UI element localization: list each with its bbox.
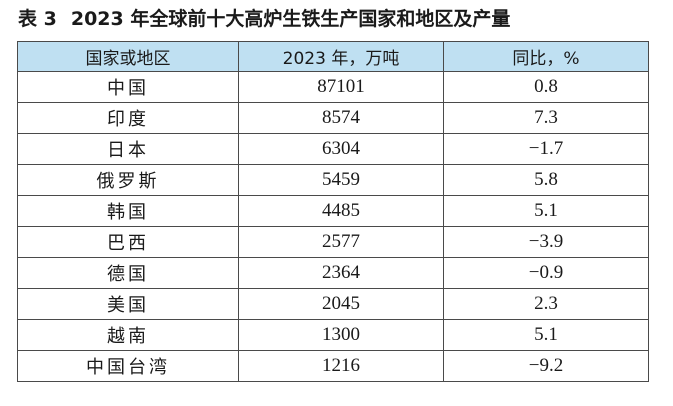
table-title: 2023 年全球前十大高炉生铁生产国家和地区及产量: [70, 8, 511, 30]
row-yoy: −1.7: [443, 133, 649, 165]
row-country: 美国: [17, 288, 239, 320]
row-country: 韩国: [17, 195, 239, 227]
table-row: 德国 2364 −0.9: [17, 257, 649, 289]
table-row: 中国 87101 0.8: [17, 71, 649, 103]
row-output: 87101: [238, 71, 444, 103]
row-yoy: 2.3: [443, 288, 649, 320]
row-yoy: 0.8: [443, 71, 649, 103]
row-yoy: 5.8: [443, 164, 649, 196]
row-country: 巴西: [17, 226, 239, 258]
header-country-region: 国家或地区: [17, 41, 239, 72]
table-body: 中国 87101 0.8 印度 8574 7.3 日本 6304 −1.7 俄罗…: [17, 71, 649, 382]
row-yoy: 7.3: [443, 102, 649, 134]
table-number: 表 3: [18, 8, 57, 30]
table-row: 巴西 2577 −3.9: [17, 226, 649, 258]
row-yoy: 5.1: [443, 195, 649, 227]
table-row: 越南 1300 5.1: [17, 319, 649, 351]
row-country: 德国: [17, 257, 239, 289]
row-country: 中国台湾: [17, 350, 239, 382]
row-output: 2577: [238, 226, 444, 258]
production-table: 国家或地区 2023 年，万吨 同比，% 中国 87101 0.8 印度 857…: [17, 41, 649, 382]
header-output-2023: 2023 年，万吨: [238, 41, 444, 72]
row-output: 1216: [238, 350, 444, 382]
row-country: 日本: [17, 133, 239, 165]
row-yoy: −0.9: [443, 257, 649, 289]
row-output: 6304: [238, 133, 444, 165]
table-row: 日本 6304 −1.7: [17, 133, 649, 165]
table-row: 印度 8574 7.3: [17, 102, 649, 134]
row-output: 2364: [238, 257, 444, 289]
header-row: 国家或地区 2023 年，万吨 同比，%: [17, 41, 649, 72]
row-output: 8574: [238, 102, 444, 134]
table-row: 俄罗斯 5459 5.8: [17, 164, 649, 196]
row-country: 印度: [17, 102, 239, 134]
row-yoy: −9.2: [443, 350, 649, 382]
table-row: 中国台湾 1216 −9.2: [17, 350, 649, 382]
row-country: 中国: [17, 71, 239, 103]
row-yoy: 5.1: [443, 319, 649, 351]
row-output: 4485: [238, 195, 444, 227]
row-output: 5459: [238, 164, 444, 196]
table-header: 国家或地区 2023 年，万吨 同比，%: [17, 41, 649, 72]
table-caption: 表 3 2023 年全球前十大高炉生铁生产国家和地区及产量: [18, 4, 510, 34]
row-country: 越南: [17, 319, 239, 351]
row-output: 1300: [238, 319, 444, 351]
header-yoy: 同比，%: [443, 41, 649, 72]
row-yoy: −3.9: [443, 226, 649, 258]
row-output: 2045: [238, 288, 444, 320]
row-country: 俄罗斯: [17, 164, 239, 196]
table-row: 韩国 4485 5.1: [17, 195, 649, 227]
table-row: 美国 2045 2.3: [17, 288, 649, 320]
